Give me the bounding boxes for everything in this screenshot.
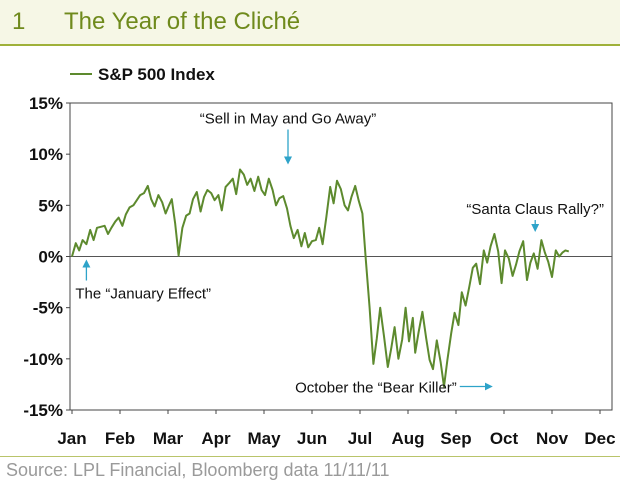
x-tick-label: Apr <box>201 429 231 448</box>
x-tick-label: Sep <box>440 429 471 448</box>
y-tick-label: -5% <box>33 299 63 318</box>
figure-title: The Year of the Cliché <box>64 8 301 35</box>
x-tick-label: Dec <box>584 429 615 448</box>
x-tick-label: Jun <box>297 429 327 448</box>
x-tick-label: Mar <box>153 429 184 448</box>
x-tick-label: Jul <box>348 429 373 448</box>
y-tick-label: 5% <box>38 196 63 215</box>
series-line-sp500 <box>71 168 570 388</box>
y-tick-label: 0% <box>38 248 63 267</box>
figure-header <box>0 0 620 44</box>
x-tick-label: May <box>247 429 281 448</box>
header-divider <box>0 44 620 46</box>
footer-divider <box>0 456 620 457</box>
x-tick-label: Oct <box>490 429 519 448</box>
x-tick-label: Nov <box>536 429 569 448</box>
annotation-label: “Santa Claus Rally?” <box>466 201 604 218</box>
y-tick-label: -10% <box>23 350 63 369</box>
annotation-label: October the “Bear Killer” <box>295 379 457 396</box>
annotation-label: The “January Effect” <box>75 286 211 303</box>
source-note: Source: LPL Financial, Bloomberg data 11… <box>6 460 390 480</box>
legend-entry-sp500: S&P 500 Index <box>98 65 215 84</box>
chart-legend: S&P 500 Index <box>70 65 215 84</box>
x-tick-label: Jan <box>57 429 86 448</box>
y-tick-label: -15% <box>23 401 63 420</box>
y-tick-label: 15% <box>29 94 63 113</box>
y-tick-label: 10% <box>29 145 63 164</box>
figure-number: 1 <box>12 8 26 35</box>
x-tick-label: Feb <box>105 429 135 448</box>
x-tick-label: Aug <box>391 429 424 448</box>
annotation-label: “Sell in May and Go Away” <box>200 111 376 128</box>
